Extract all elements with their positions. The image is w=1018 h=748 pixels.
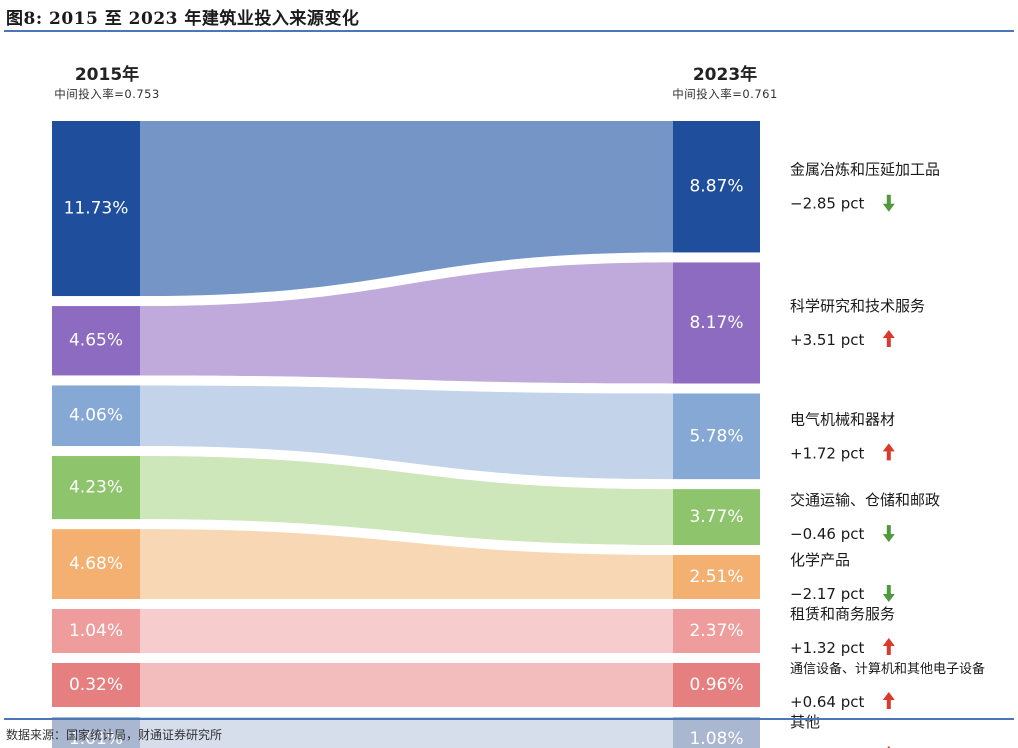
left-year-label: 2015年 [74,65,140,85]
arrow-up-icon [882,638,895,655]
category-name: 金属冶炼和压延加工品 [790,161,940,179]
right-value-label: 2.51% [689,567,743,587]
source-note: 数据来源：国家统计局，财通证券研究所 [6,728,223,742]
right-value-label: 1.08% [689,729,743,748]
left-value-label: 11.73% [64,199,129,219]
right-node [673,663,760,707]
right-value-label: 5.78% [689,426,743,446]
right-value-label: 2.37% [689,621,743,641]
category-name: 交通运输、仓储和邮政 [790,491,940,509]
left-node [52,385,140,447]
left-node [52,121,140,297]
flow-band [140,456,673,545]
top-rule [4,30,1014,32]
right-node [673,262,760,384]
right-value-label: 8.17% [689,313,743,333]
category-name: 租赁和商务服务 [790,605,895,623]
left-value-label: 1.04% [69,621,123,641]
category-name: 通信设备、计算机和其他电子设备 [790,661,985,677]
right-node [673,609,760,653]
category-name: 其他 [790,713,820,731]
left-node [52,306,140,376]
bottom-rule [4,718,1014,720]
category-change: +1.72 pct [790,444,865,462]
right-rate-label: 中间投入率=0.761 [672,87,778,101]
left-node [52,717,140,748]
left-value-label: 4.65% [69,331,123,351]
left-node [52,609,140,653]
right-node [673,393,760,480]
left-value-label: 4.23% [69,478,123,498]
arrow-up-icon [882,443,895,461]
category-name: 电气机械和器材 [790,410,895,428]
left-value-label: 4.06% [69,406,123,426]
left-rate-label: 中间投入率=0.753 [54,87,160,101]
right-node [673,555,760,599]
left-value-label: 1.01% [69,729,123,748]
right-value-label: 3.77% [689,507,743,527]
category-change: −2.17 pct [790,585,865,603]
left-node [52,663,140,707]
left-value-label: 0.32% [69,675,123,695]
right-node [673,489,760,545]
right-value-label: 8.87% [689,177,743,197]
category-name: 化学产品 [790,551,850,569]
right-node [673,717,760,748]
category-name: 科学研究和技术服务 [790,297,925,315]
left-node [52,456,140,520]
arrow-down-icon [882,194,895,212]
category-change: −0.46 pct [790,525,865,543]
arrow-down-icon [882,585,895,602]
right-value-label: 0.96% [689,675,743,695]
category-change: −2.85 pct [790,195,865,213]
arrow-up-icon [882,329,895,347]
flow-band [140,385,673,480]
left-node [52,529,140,599]
left-value-label: 4.68% [69,554,123,574]
category-change: +0.64 pct [790,693,865,711]
right-node [673,121,760,253]
flow-band [140,262,673,384]
flow-band [140,716,673,748]
flow-band [140,529,673,599]
flow-band [140,609,673,653]
flow-band [140,663,673,707]
figure-title: 图8: 2015 至 2023 年建筑业投入来源变化 [6,9,360,29]
flow-band [140,121,673,297]
arrow-up-icon [882,692,895,709]
category-change: +1.32 pct [790,639,865,657]
arrow-down-icon [882,525,895,543]
category-change: +3.51 pct [790,331,865,349]
right-year-label: 2023年 [692,65,758,85]
